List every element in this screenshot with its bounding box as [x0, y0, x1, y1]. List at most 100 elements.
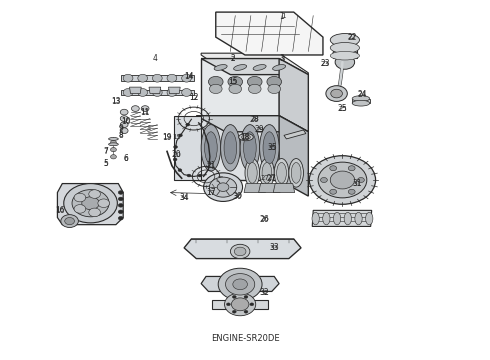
Polygon shape — [273, 184, 294, 193]
Circle shape — [141, 106, 149, 111]
Ellipse shape — [123, 74, 133, 82]
Circle shape — [120, 122, 128, 127]
Circle shape — [120, 128, 128, 134]
Ellipse shape — [330, 51, 360, 60]
Circle shape — [232, 310, 236, 313]
Polygon shape — [279, 116, 308, 196]
Polygon shape — [312, 210, 372, 226]
Polygon shape — [212, 300, 269, 309]
Text: 10: 10 — [121, 117, 130, 126]
Text: 24: 24 — [358, 91, 367, 97]
Ellipse shape — [330, 33, 360, 46]
Text: 10: 10 — [121, 118, 130, 124]
Text: 27: 27 — [268, 175, 276, 181]
Circle shape — [247, 76, 262, 87]
Circle shape — [72, 190, 109, 217]
Text: 35: 35 — [267, 143, 277, 152]
Text: 19: 19 — [162, 132, 172, 141]
Text: 25: 25 — [338, 105, 347, 112]
Text: 17: 17 — [206, 189, 216, 195]
Circle shape — [120, 109, 128, 115]
Text: 1: 1 — [281, 13, 285, 19]
Circle shape — [98, 199, 110, 207]
Ellipse shape — [214, 64, 227, 71]
Text: 15: 15 — [228, 77, 238, 86]
Circle shape — [120, 116, 128, 121]
Text: 12: 12 — [190, 95, 198, 101]
Circle shape — [244, 310, 248, 313]
Ellipse shape — [274, 158, 289, 187]
Text: 29: 29 — [255, 126, 265, 135]
Circle shape — [64, 184, 117, 223]
Circle shape — [267, 76, 282, 87]
Polygon shape — [201, 276, 279, 292]
Text: 32: 32 — [260, 288, 270, 297]
Text: 20: 20 — [172, 150, 182, 159]
Circle shape — [178, 169, 182, 172]
Text: 18: 18 — [240, 132, 250, 141]
Circle shape — [198, 174, 202, 177]
Polygon shape — [149, 87, 161, 94]
Circle shape — [217, 183, 229, 192]
Circle shape — [111, 155, 116, 159]
Ellipse shape — [262, 162, 272, 183]
Circle shape — [230, 244, 250, 258]
Circle shape — [231, 298, 249, 311]
Ellipse shape — [152, 74, 162, 82]
Circle shape — [348, 189, 355, 194]
Text: 11: 11 — [141, 109, 149, 115]
Ellipse shape — [244, 132, 256, 164]
Ellipse shape — [239, 134, 253, 141]
Text: 23: 23 — [321, 61, 330, 67]
Text: 17: 17 — [206, 188, 216, 197]
Text: 2: 2 — [231, 55, 235, 62]
Text: 8: 8 — [119, 131, 123, 140]
Ellipse shape — [260, 158, 274, 187]
Circle shape — [233, 279, 247, 290]
Ellipse shape — [272, 64, 286, 71]
Text: 12: 12 — [189, 93, 198, 102]
Text: 21: 21 — [206, 163, 215, 169]
Text: 7: 7 — [104, 147, 109, 156]
Ellipse shape — [109, 138, 118, 140]
Ellipse shape — [220, 125, 240, 171]
Text: 13: 13 — [111, 97, 121, 106]
Circle shape — [330, 171, 355, 189]
Circle shape — [326, 86, 347, 102]
Text: 27: 27 — [260, 175, 269, 181]
Ellipse shape — [182, 74, 192, 82]
Text: 28: 28 — [250, 116, 259, 122]
Ellipse shape — [291, 162, 301, 183]
Text: 20: 20 — [172, 152, 181, 158]
Ellipse shape — [240, 125, 260, 171]
Ellipse shape — [109, 143, 118, 146]
Text: 24: 24 — [357, 90, 367, 99]
Polygon shape — [129, 87, 141, 94]
Ellipse shape — [234, 64, 246, 71]
Text: 8: 8 — [119, 132, 123, 138]
Text: 35: 35 — [268, 145, 276, 151]
Text: 11: 11 — [140, 108, 150, 117]
Polygon shape — [352, 99, 370, 103]
Ellipse shape — [366, 212, 373, 225]
Polygon shape — [169, 87, 180, 94]
Text: ENGINE-SR20DE: ENGINE-SR20DE — [211, 334, 279, 343]
Text: 6: 6 — [123, 154, 128, 163]
Text: 25: 25 — [338, 104, 347, 113]
Circle shape — [82, 197, 99, 210]
Text: 19: 19 — [172, 134, 181, 140]
Ellipse shape — [344, 212, 351, 225]
Text: 18: 18 — [241, 134, 249, 140]
Polygon shape — [196, 116, 279, 180]
Polygon shape — [121, 75, 194, 81]
Circle shape — [118, 191, 123, 194]
Text: 16: 16 — [55, 206, 65, 215]
Text: 31: 31 — [353, 181, 362, 186]
Ellipse shape — [123, 89, 133, 96]
Circle shape — [209, 177, 237, 197]
Polygon shape — [174, 116, 201, 180]
Text: 19: 19 — [163, 134, 172, 140]
Circle shape — [118, 197, 123, 201]
Ellipse shape — [277, 162, 287, 183]
Text: 5: 5 — [104, 159, 109, 168]
